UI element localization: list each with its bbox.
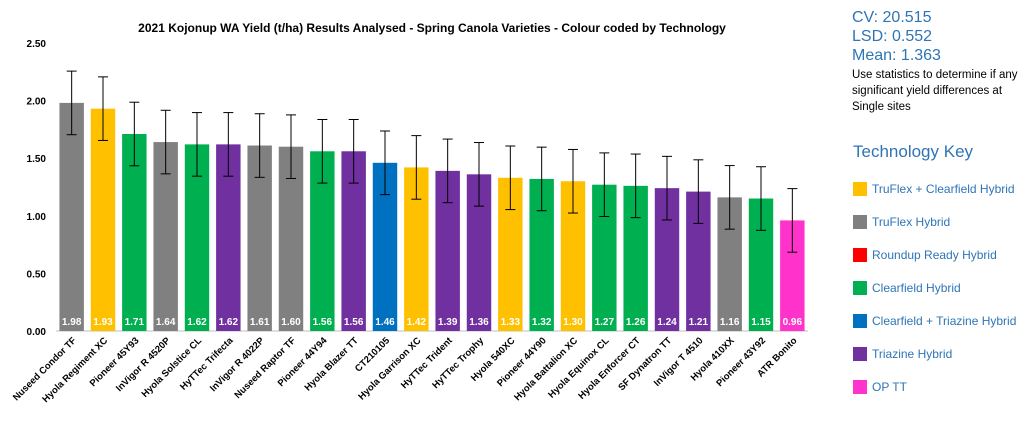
legend-swatch: [853, 248, 867, 262]
data-label: 1.39: [438, 317, 458, 328]
cv-stat: CV: 20.515: [852, 9, 932, 26]
legend-label: OP TT: [872, 380, 907, 394]
y-tick-label: 0.50: [27, 269, 47, 280]
legend-item: Roundup Ready Hybrid: [853, 244, 1036, 266]
legend-swatch: [853, 215, 867, 229]
data-label: 1.64: [156, 317, 176, 328]
category-label: Hyola Blazer TT: [303, 335, 361, 393]
data-label: 1.30: [563, 317, 583, 328]
bar: [122, 134, 147, 331]
data-label: 1.62: [187, 317, 207, 328]
legend-swatch: [853, 347, 867, 361]
data-label: 0.96: [783, 317, 803, 328]
data-label: 1.42: [407, 317, 427, 328]
data-label: 1.71: [125, 317, 145, 328]
statistics-panel: CV: 20.515 LSD: 0.552 Mean: 1.363 Use st…: [852, 8, 1034, 115]
legend-item: TruFlex Hybrid: [853, 211, 1036, 233]
data-label: 1.15: [751, 317, 771, 328]
data-label: 1.56: [313, 317, 333, 328]
y-tick-label: 1.50: [27, 154, 47, 165]
data-label: 1.24: [657, 317, 677, 328]
legend-label: Roundup Ready Hybrid: [872, 248, 997, 262]
legend-label: Clearfield Hybrid: [872, 281, 961, 295]
legend-label: TruFlex Hybrid: [872, 215, 951, 229]
legend-item: TruFlex + Clearfield Hybrid: [853, 178, 1036, 200]
y-tick-label: 1.00: [27, 212, 47, 223]
data-label: 1.21: [689, 317, 709, 328]
data-label: 1.36: [469, 317, 489, 328]
lsd-stat: LSD: 0.552: [852, 28, 933, 45]
data-label: 1.93: [93, 317, 113, 328]
data-label: 1.62: [219, 317, 239, 328]
statistics-note: Use statistics to determine if any signi…: [852, 69, 1018, 113]
legend-swatch: [853, 314, 867, 328]
technology-key-legend: TruFlex + Clearfield Hybrid TruFlex Hybri…: [853, 178, 1036, 409]
bar: [59, 102, 84, 332]
mean-stat: Mean: 1.363: [852, 47, 941, 64]
chart-title: 2021 Kojonup WA Yield (t/ha) Results Ana…: [138, 21, 726, 35]
y-tick-label: 2.50: [27, 39, 47, 50]
legend-item: OP TT: [853, 376, 1036, 398]
yield-bar-chart: 2021 Kojonup WA Yield (t/ha) Results Ana…: [11, 21, 808, 405]
category-label: SF Dynatron TT: [616, 335, 674, 393]
legend-label: Triazine Hybrid: [872, 347, 953, 361]
data-label: 1.16: [720, 317, 740, 328]
y-tick-label: 2.00: [27, 97, 47, 108]
data-label: 1.56: [344, 317, 364, 328]
legend-swatch: [853, 182, 867, 196]
legend-swatch: [853, 380, 867, 394]
data-label: 1.46: [375, 317, 395, 328]
legend-item: Triazine Hybrid: [853, 343, 1036, 365]
bar: [90, 108, 116, 331]
data-label: 1.26: [626, 317, 646, 328]
y-tick-label: 0.00: [27, 327, 47, 338]
data-label: 1.33: [501, 317, 521, 328]
legend-item: Clearfield + Triazine Hybrid: [853, 310, 1036, 332]
category-label: InVigor R 4520P: [114, 335, 173, 394]
data-label: 1.27: [595, 317, 615, 328]
legend-label: TruFlex + Clearfield Hybrid: [872, 182, 1015, 196]
data-label: 1.98: [62, 317, 82, 328]
data-label: 1.61: [250, 317, 270, 328]
data-label: 1.60: [281, 317, 301, 328]
technology-key-title: Technology Key: [853, 142, 974, 161]
legend-label: Clearfield + Triazine Hybrid: [872, 314, 1017, 328]
category-label: InVigor R 4022P: [208, 335, 267, 394]
legend-item: Clearfield Hybrid: [853, 277, 1036, 299]
legend-swatch: [853, 281, 867, 295]
data-label: 1.32: [532, 317, 552, 328]
